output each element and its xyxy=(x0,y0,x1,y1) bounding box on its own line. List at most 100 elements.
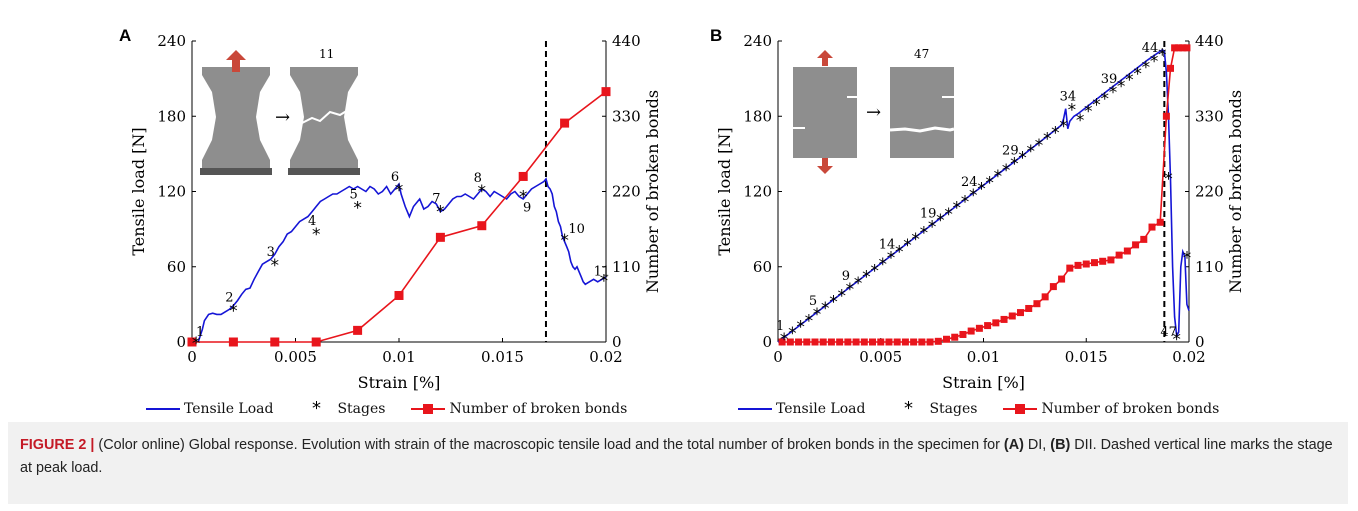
x-axis-label: Strain [%] xyxy=(358,373,441,392)
stage-marker: * xyxy=(887,249,896,269)
y-tick-label: 0 xyxy=(762,333,772,351)
y-tick-label: 0 xyxy=(176,333,186,351)
stage-marker: * xyxy=(846,280,855,300)
broken-bonds-marker xyxy=(967,327,975,335)
stage-label: 24 xyxy=(961,175,978,190)
x-tick-label: 0.02 xyxy=(589,348,622,366)
stage-marker: * xyxy=(1068,101,1077,121)
stage-marker: * xyxy=(1002,161,1011,181)
broken-bonds-marker xyxy=(560,118,570,128)
broken-bonds-marker xyxy=(601,87,611,97)
inset-notch-right-a1 xyxy=(256,75,270,160)
stage-marker: * xyxy=(911,230,920,250)
stage-marker: * xyxy=(903,236,912,256)
stage-marker: * xyxy=(271,256,280,276)
y-tick-label: 180 xyxy=(157,107,186,125)
broken-bonds-marker xyxy=(811,338,819,346)
broken-bonds-marker xyxy=(1171,44,1179,52)
stage-marker: * xyxy=(478,182,487,202)
legend-label: Tensile Load xyxy=(184,401,274,417)
panel-a-chart: A → 11 0 0.005 0.01 0.015 0.0206012018024001… xyxy=(119,26,662,392)
panel-a-letter: A xyxy=(119,26,131,45)
x-tick-label: 0.005 xyxy=(274,348,317,366)
broken-bonds-marker xyxy=(803,338,811,346)
y-tick-label: 60 xyxy=(753,258,772,276)
stage-marker: * xyxy=(944,205,953,225)
broken-bonds-marker xyxy=(1179,44,1187,52)
stage-marker: * xyxy=(953,199,962,219)
x-tick-label: 0.01 xyxy=(967,348,1000,366)
stage-marker: * xyxy=(928,217,937,237)
stage-marker: * xyxy=(519,187,528,207)
broken-bonds-marker xyxy=(975,324,983,332)
stage-marker: * xyxy=(1076,111,1085,131)
broken-bonds-marker xyxy=(1082,260,1090,268)
stage-label: 5 xyxy=(349,188,357,203)
broken-bonds-marker xyxy=(1016,309,1024,317)
stage-marker: * xyxy=(1059,117,1068,137)
stage-label: 8 xyxy=(474,171,482,186)
inset-arrow-up-icon xyxy=(226,50,246,72)
legend-label: Number of broken bonds xyxy=(1041,401,1220,417)
broken-bonds-marker xyxy=(786,338,794,346)
broken-bonds-marker xyxy=(1175,44,1183,52)
stage-label: 14 xyxy=(879,238,896,253)
legend-red-square-icon xyxy=(1003,402,1038,416)
broken-bonds-marker xyxy=(1099,257,1107,265)
broken-bonds-marker xyxy=(926,338,934,346)
broken-bonds-marker xyxy=(1140,235,1148,243)
broken-bonds-marker xyxy=(1167,64,1175,72)
broken-bonds-marker xyxy=(959,330,967,338)
stage-marker: * xyxy=(312,225,321,245)
stage-marker: * xyxy=(796,318,805,338)
stage-label: 3 xyxy=(267,245,275,260)
stage-marker: * xyxy=(1027,142,1036,162)
broken-bonds-marker xyxy=(893,338,901,346)
broken-bonds-marker xyxy=(869,338,877,346)
y2-axis-label: Number of broken bonds xyxy=(1226,90,1245,293)
stage-label: 5 xyxy=(809,294,817,309)
y-tick-label: 120 xyxy=(157,183,186,201)
legend-item-bonds-b: Number of broken bonds xyxy=(1003,401,1219,417)
broken-bonds-marker xyxy=(1162,112,1170,120)
panel-b-letter: B xyxy=(710,26,722,45)
stage-label: 1 xyxy=(196,325,204,340)
inset-notch-left-a1 xyxy=(202,75,216,160)
stage-marker: * xyxy=(1125,71,1134,91)
stage-marker: * xyxy=(821,299,830,319)
inset-hatch-right xyxy=(288,168,360,175)
figure-caption: FIGURE 2 | (Color online) Global respons… xyxy=(8,422,1348,504)
stage-marker: * xyxy=(862,268,871,288)
stage-marker: * xyxy=(1084,102,1093,122)
y2-tick-label: 330 xyxy=(1195,107,1224,125)
inset-specimen-after-b xyxy=(890,67,954,158)
broken-bonds-marker xyxy=(311,337,321,347)
legend-label: Tensile Load xyxy=(776,401,866,417)
stage-marker: * xyxy=(780,330,789,350)
inset-notch-right-b2 xyxy=(942,96,954,98)
stage-marker: * xyxy=(192,334,201,354)
broken-bonds-marker xyxy=(778,338,786,346)
stage-marker: * xyxy=(353,199,362,219)
x-tick-label: 0.02 xyxy=(1172,348,1205,366)
caption-text-a: DI, xyxy=(1023,437,1051,453)
y-tick-label: 240 xyxy=(743,32,772,50)
stage-marker: * xyxy=(870,261,879,281)
stage-label: 39 xyxy=(1101,72,1118,87)
panel-a-axes: 0 0.005 0.01 0.015 0.02060120180240011022033… xyxy=(129,32,662,392)
stage-marker: * xyxy=(600,271,609,291)
legend-label: Stages xyxy=(929,401,978,417)
inset-arrow-right-b-icon: → xyxy=(866,102,881,123)
inset-stage-label: 11 xyxy=(319,47,334,61)
x-tick-label: 0.01 xyxy=(382,348,415,366)
stage-marker: * xyxy=(1158,46,1167,66)
legend-item-bonds-a: Number of broken bonds xyxy=(411,401,627,417)
inset-crack-line-b xyxy=(889,126,955,133)
stage-label: 44 xyxy=(1142,41,1159,56)
legend-star-icon: * xyxy=(311,398,321,419)
broken-bonds-marker xyxy=(1033,300,1041,308)
panel-b-legend: Tensile Load * Stages Number of broken b… xyxy=(738,398,1245,420)
broken-bonds-marker xyxy=(353,325,363,335)
stage-marker: * xyxy=(395,181,404,201)
broken-bonds-marker xyxy=(1115,251,1123,259)
